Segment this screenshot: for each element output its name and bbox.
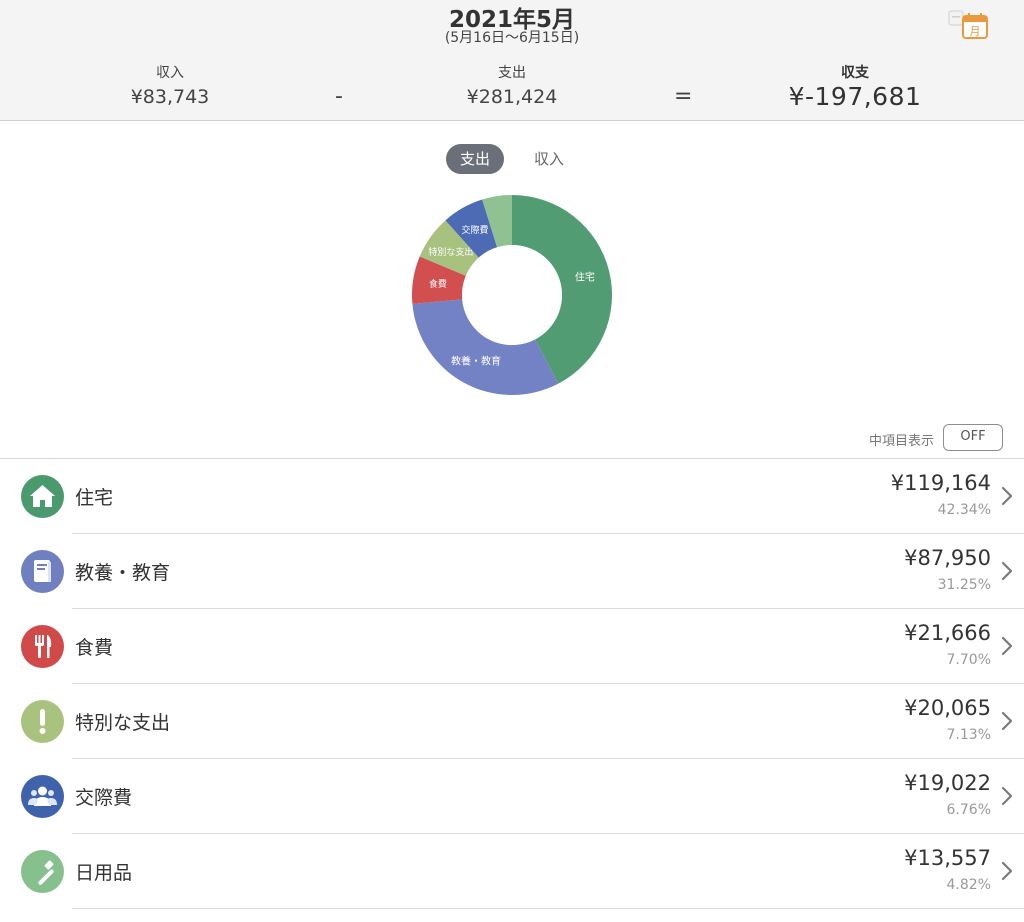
fork-knife-icon <box>21 625 64 668</box>
donut-slice-label: 教養・教育 <box>451 354 501 367</box>
toothbrush-icon <box>21 850 64 893</box>
chevron-right-icon <box>1001 786 1013 806</box>
category-row[interactable]: 日用品 ¥13,557 4.82% <box>0 834 1024 909</box>
exclamation-icon <box>21 700 64 743</box>
row-divider <box>72 908 1024 909</box>
category-name: 食費 <box>75 637 114 659</box>
donut-slice[interactable] <box>512 195 612 384</box>
period-range: (5月16日〜6月15日) <box>444 30 580 46</box>
expense-summary: 支出 ¥281,424 <box>432 62 592 108</box>
chevron-right-icon <box>1001 636 1013 656</box>
chevron-right-icon <box>1001 861 1013 881</box>
category-amount: ¥13,557 <box>904 846 991 870</box>
row-divider <box>72 758 1024 759</box>
expense-value: ¥281,424 <box>466 86 558 108</box>
equals-operator: = <box>674 84 693 109</box>
category-name: 特別な支出 <box>75 712 171 734</box>
balance-value: ¥-197,681 <box>788 82 922 111</box>
row-divider <box>72 608 1024 609</box>
category-amount: ¥87,950 <box>904 546 991 570</box>
donut-slice[interactable] <box>445 199 498 258</box>
list-divider <box>0 458 1024 459</box>
calendar-icon-text: 月 <box>970 25 981 38</box>
month-title[interactable]: 2021年5月 <box>448 7 576 33</box>
book-icon <box>21 550 64 593</box>
category-row[interactable]: 食費 ¥21,666 7.70% <box>0 609 1024 684</box>
balance-summary: 収支 ¥-197,681 <box>755 62 955 111</box>
donut-slice-label: 特別な支出 <box>428 246 473 258</box>
category-percent: 7.13% <box>946 727 991 743</box>
income-toggle[interactable]: 収入 <box>533 150 564 168</box>
people-icon <box>21 775 64 818</box>
donut-slice-label: 食費 <box>429 278 447 290</box>
category-name: 教養・教育 <box>75 562 171 584</box>
income-summary: 収入 ¥83,743 <box>90 62 250 108</box>
category-row[interactable]: 特別な支出 ¥20,065 7.13% <box>0 684 1024 759</box>
minus-operator: - <box>335 84 343 109</box>
donut-slice[interactable] <box>482 195 512 248</box>
category-name: 住宅 <box>75 487 114 509</box>
income-value: ¥83,743 <box>130 86 210 108</box>
donut-slice[interactable] <box>419 220 479 276</box>
category-amount: ¥21,666 <box>904 621 991 645</box>
row-divider <box>72 833 1024 834</box>
category-percent: 7.70% <box>946 652 991 668</box>
category-row[interactable]: 教養・教育 ¥87,950 31.25% <box>0 534 1024 609</box>
expense-label: 支出 <box>498 65 526 81</box>
donut-hole <box>462 245 562 345</box>
donut-slice[interactable] <box>412 299 559 395</box>
row-divider <box>72 533 1024 534</box>
house-icon <box>21 475 64 518</box>
category-amount: ¥19,022 <box>904 771 991 795</box>
subitem-display-label: 中項目表示 <box>868 434 934 449</box>
chevron-right-icon <box>1001 711 1013 731</box>
row-divider <box>72 683 1024 684</box>
summary-header: 2021年5月 (5月16日〜6月15日) 月 収入 ¥83,743 - 支出 … <box>0 0 1024 121</box>
category-name: 交際費 <box>75 787 133 809</box>
category-amount: ¥119,164 <box>890 471 991 495</box>
income-label: 収入 <box>156 65 184 81</box>
balance-label: 収支 <box>841 65 869 81</box>
category-row[interactable]: 住宅 ¥119,164 42.34% <box>0 459 1024 534</box>
category-percent: 31.25% <box>937 577 991 593</box>
chevron-right-icon <box>1001 486 1013 506</box>
subitem-off-button[interactable]: OFF <box>943 424 1003 451</box>
category-amount: ¥20,065 <box>904 696 991 720</box>
donut-slice-label: 交際費 <box>462 224 489 236</box>
category-percent: 4.82% <box>946 877 991 893</box>
category-name: 日用品 <box>75 862 133 884</box>
chevron-right-icon <box>1001 561 1013 581</box>
expense-toggle[interactable]: 支出 <box>446 144 504 174</box>
donut-slice-label: 住宅 <box>575 271 595 284</box>
category-row[interactable]: 交際費 ¥19,022 6.76% <box>0 759 1024 834</box>
category-percent: 42.34% <box>937 502 991 518</box>
category-percent: 6.76% <box>946 802 991 818</box>
calendar-month-icon[interactable]: 月 <box>948 10 990 40</box>
donut-slice[interactable] <box>412 256 466 304</box>
